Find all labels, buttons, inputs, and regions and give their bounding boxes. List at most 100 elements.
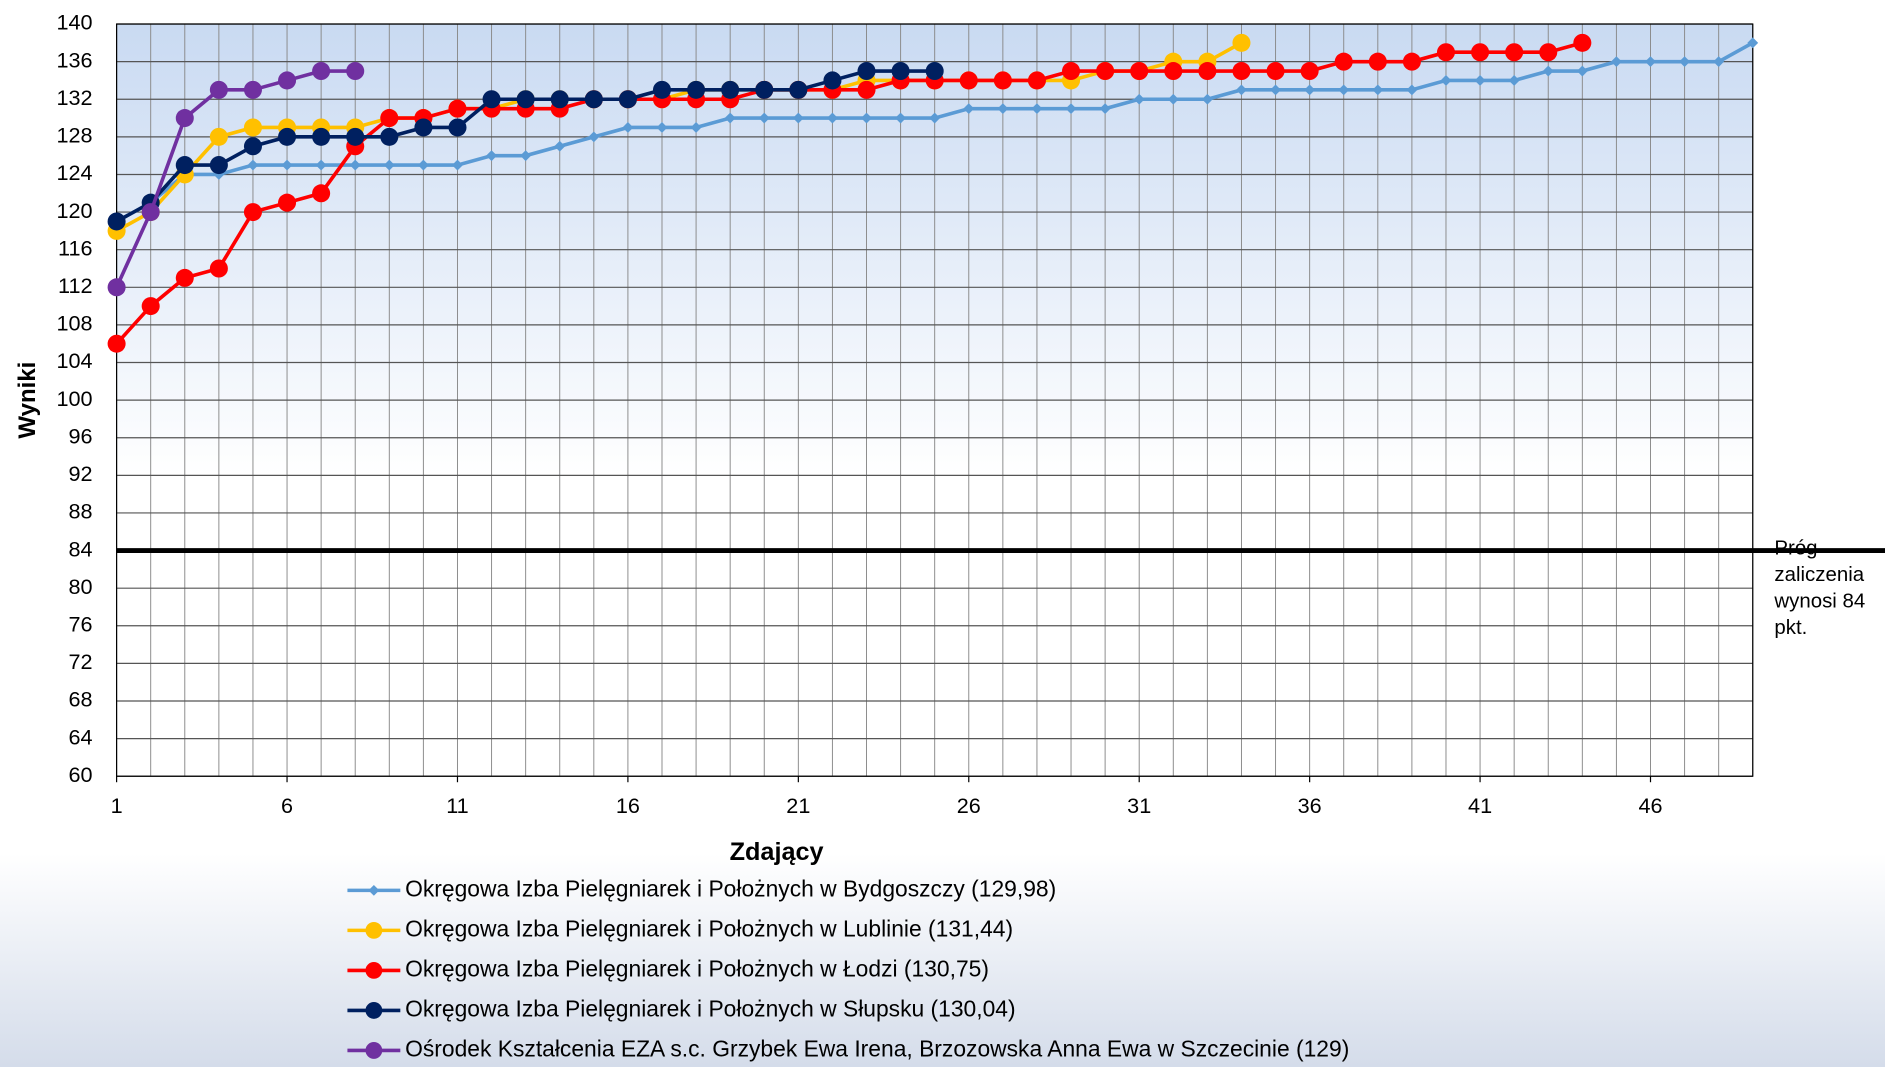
y-tick-label: 72 — [68, 649, 92, 674]
threshold-label: Próg — [1774, 538, 1817, 560]
data-point — [925, 62, 944, 81]
y-tick-label: 124 — [56, 160, 92, 185]
y-tick-label: 96 — [68, 423, 92, 448]
series-line — [115, 41, 1243, 233]
y-tick-label: 76 — [68, 612, 92, 637]
data-point — [107, 334, 126, 353]
data-point — [1747, 37, 1759, 49]
data-point — [1027, 71, 1046, 90]
data-point — [243, 80, 262, 99]
data-point — [243, 137, 262, 156]
data-point — [1436, 43, 1455, 62]
x-tick-label: 21 — [786, 793, 810, 818]
data-point — [622, 122, 634, 133]
x-tick-label: 26 — [957, 793, 981, 818]
data-point — [278, 127, 297, 146]
y-tick-label: 104 — [56, 348, 92, 373]
data-point — [141, 297, 160, 316]
y-tick-label: 140 — [56, 10, 92, 35]
data-point — [380, 109, 399, 128]
data-point — [993, 71, 1012, 90]
data-point — [452, 159, 463, 171]
data-point — [414, 118, 433, 137]
y-tick-label: 88 — [68, 499, 92, 524]
data-point — [1368, 52, 1387, 71]
data-point — [1062, 62, 1081, 81]
data-point — [550, 90, 569, 109]
data-point — [243, 118, 262, 137]
data-point — [417, 159, 429, 171]
data-point — [1406, 84, 1418, 96]
y-tick-label: 136 — [56, 47, 92, 72]
data-point — [312, 184, 331, 203]
legend-label: Ośrodek Kształcenia EZA s.c. Grzybek Ewa… — [405, 1035, 1349, 1061]
legend-marker — [365, 1001, 383, 1019]
y-tick-label: 80 — [68, 574, 92, 599]
data-point — [656, 122, 668, 133]
y-axis-label: Wyniki — [14, 362, 41, 439]
data-point — [209, 80, 228, 99]
data-point — [1096, 62, 1115, 81]
y-tick-label: 128 — [56, 123, 92, 148]
data-point — [1372, 84, 1384, 96]
data-point — [383, 159, 395, 171]
x-tick-label: 36 — [1298, 793, 1322, 818]
y-tick-label: 112 — [58, 273, 92, 298]
data-point — [1130, 62, 1149, 81]
y-tick-label: 92 — [68, 461, 92, 486]
data-point — [516, 90, 535, 109]
data-point — [380, 127, 399, 146]
data-point — [312, 127, 331, 146]
data-point — [1334, 52, 1353, 71]
data-point — [929, 112, 941, 124]
x-tick-label: 16 — [616, 793, 640, 818]
data-point — [1232, 62, 1251, 81]
data-point — [861, 112, 872, 124]
legend-marker — [368, 884, 380, 896]
data-point — [209, 259, 228, 278]
x-tick-label: 6 — [281, 793, 293, 818]
x-tick-label: 1 — [111, 793, 123, 818]
y-tick-label: 108 — [56, 311, 92, 336]
data-point — [1539, 43, 1558, 62]
legend-marker — [365, 921, 383, 939]
data-point — [618, 90, 637, 109]
data-point — [1573, 33, 1592, 52]
data-point — [1338, 84, 1350, 96]
legend-marker — [365, 1042, 383, 1059]
y-tick-label: 60 — [68, 762, 92, 787]
data-point — [1167, 93, 1179, 105]
legend-label: Okręgowa Izba Pielęgniarek i Położnych w… — [405, 955, 989, 981]
data-point — [554, 140, 566, 152]
y-tick-label: 100 — [56, 386, 92, 411]
plot-border — [116, 23, 1754, 777]
threshold-label: pkt. — [1774, 617, 1807, 639]
data-point — [107, 212, 126, 231]
data-point — [175, 109, 194, 128]
threshold-label: wynosi 84 — [1773, 590, 1865, 612]
y-tick-label: 120 — [56, 198, 92, 223]
data-point — [1232, 33, 1251, 52]
data-point — [588, 131, 600, 143]
data-point — [721, 80, 740, 99]
data-point — [175, 156, 194, 175]
data-point — [175, 268, 194, 287]
data-point — [690, 122, 702, 133]
data-point — [346, 62, 365, 81]
data-point — [823, 71, 842, 90]
y-tick-label: 132 — [56, 85, 92, 110]
data-point — [141, 203, 160, 222]
x-tick-label: 31 — [1127, 793, 1151, 818]
data-point — [1471, 43, 1490, 62]
x-tick-label: 11 — [446, 793, 468, 818]
data-point — [963, 103, 975, 115]
data-point — [857, 80, 876, 99]
data-point — [278, 193, 297, 212]
data-point — [520, 150, 532, 162]
data-point — [1505, 43, 1524, 62]
data-point — [755, 80, 774, 99]
data-point — [891, 62, 910, 81]
data-point — [281, 159, 293, 171]
legend-marker — [365, 961, 383, 979]
